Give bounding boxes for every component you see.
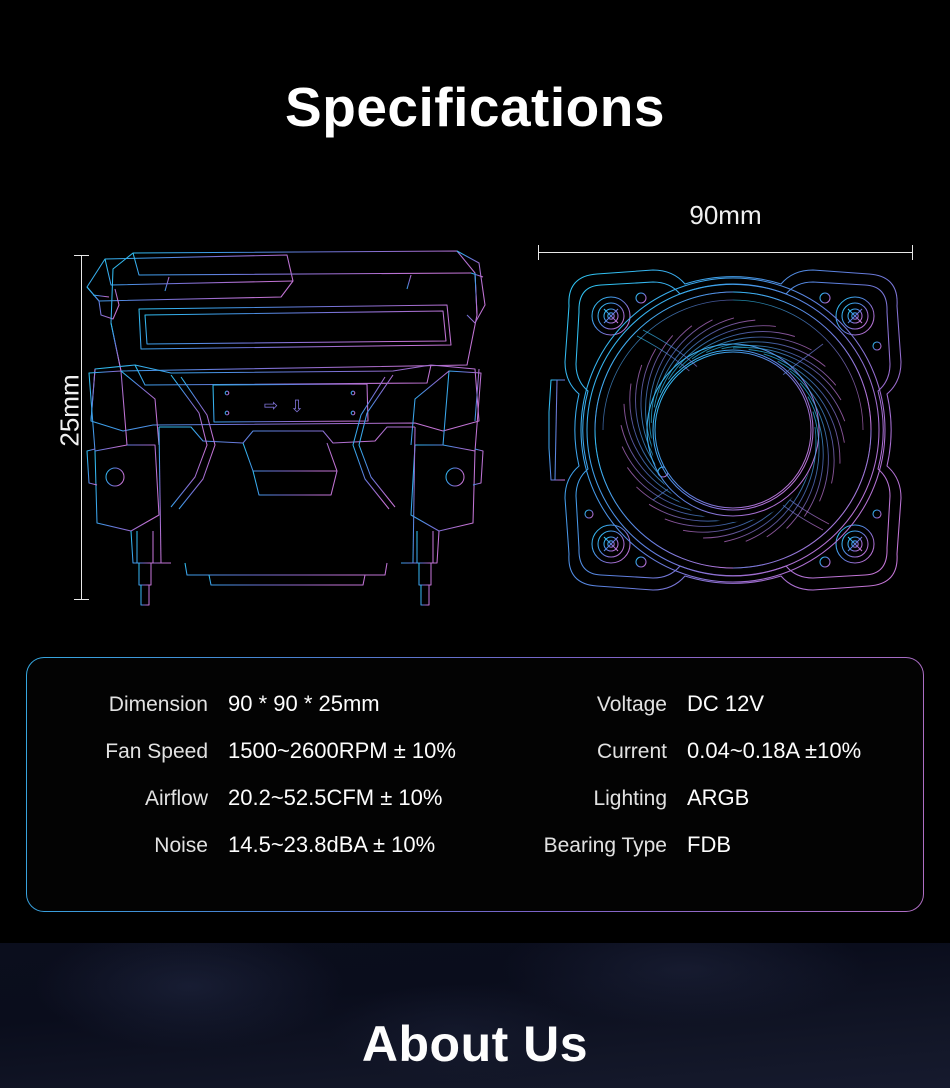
table-row: Bearing Type FDB bbox=[497, 832, 911, 879]
table-row: Dimension 90 * 90 * 25mm bbox=[41, 691, 497, 738]
about-background-texture bbox=[0, 943, 950, 1088]
dimension-cap-right bbox=[912, 245, 913, 260]
spec-label-bearing-type: Bearing Type bbox=[543, 833, 667, 857]
spec-value-current: 0.04~0.18A ±10% bbox=[687, 737, 862, 763]
spec-value-bearing-type: FDB bbox=[687, 831, 731, 857]
dimension-cap-bottom bbox=[74, 599, 89, 600]
table-row: Noise 14.5~23.8dBA ± 10% bbox=[41, 832, 497, 879]
dimension-cap-left bbox=[538, 245, 539, 260]
spec-value-fan-speed: 1500~2600RPM ± 10% bbox=[228, 737, 456, 763]
spec-value-dimension: 90 * 90 * 25mm bbox=[228, 690, 380, 716]
spec-label-current: Current bbox=[596, 739, 667, 763]
dimension-cap-top bbox=[74, 255, 89, 256]
width-dimension-indicator: 90mm bbox=[538, 200, 913, 260]
spec-column-left: Dimension 90 * 90 * 25mm Fan Speed 1500~… bbox=[27, 691, 497, 879]
about-us-title: About Us bbox=[361, 1016, 589, 1072]
fan-front-view-illustration bbox=[548, 269, 902, 591]
dimension-line-horizontal bbox=[538, 252, 913, 253]
spec-label-dimension: Dimension bbox=[108, 692, 208, 716]
table-row: Voltage DC 12V bbox=[497, 691, 911, 738]
width-dimension-label: 90mm bbox=[689, 200, 762, 230]
spec-value-voltage: DC 12V bbox=[687, 690, 765, 716]
spec-label-fan-speed: Fan Speed bbox=[105, 739, 208, 763]
airflow-arrow-down-icon: ⇩ bbox=[290, 397, 304, 416]
cooler-side-view-illustration: ⇨ ⇩ bbox=[86, 250, 486, 606]
spec-value-noise: 14.5~23.8dBA ± 10% bbox=[228, 831, 436, 857]
table-row: Lighting ARGB bbox=[497, 785, 911, 832]
airflow-arrow-right-icon: ⇨ bbox=[264, 396, 278, 415]
table-row: Fan Speed 1500~2600RPM ± 10% bbox=[41, 738, 497, 785]
page-title: Specifications bbox=[285, 76, 665, 138]
about-us-section: About Us bbox=[0, 943, 950, 1088]
dimension-line-vertical bbox=[81, 255, 82, 600]
spec-label-voltage: Voltage bbox=[596, 692, 667, 716]
specifications-table: Dimension 90 * 90 * 25mm Fan Speed 1500~… bbox=[26, 657, 924, 912]
spec-value-lighting: ARGB bbox=[687, 784, 750, 810]
height-dimension-indicator: 25mm bbox=[55, 255, 95, 600]
spec-column-right: Voltage DC 12V Current 0.04~0.18A ±10% L… bbox=[497, 691, 911, 879]
table-row: Current 0.04~0.18A ±10% bbox=[497, 738, 911, 785]
table-row: Airflow 20.2~52.5CFM ± 10% bbox=[41, 785, 497, 832]
product-diagram-area: 25mm 90mm bbox=[0, 185, 950, 635]
spec-label-noise: Noise bbox=[154, 833, 208, 857]
specifications-section: Specifications 25mm 90mm bbox=[0, 76, 950, 912]
spec-value-airflow: 20.2~52.5CFM ± 10% bbox=[228, 784, 443, 810]
spec-label-lighting: Lighting bbox=[593, 786, 667, 810]
spec-label-airflow: Airflow bbox=[144, 786, 208, 810]
